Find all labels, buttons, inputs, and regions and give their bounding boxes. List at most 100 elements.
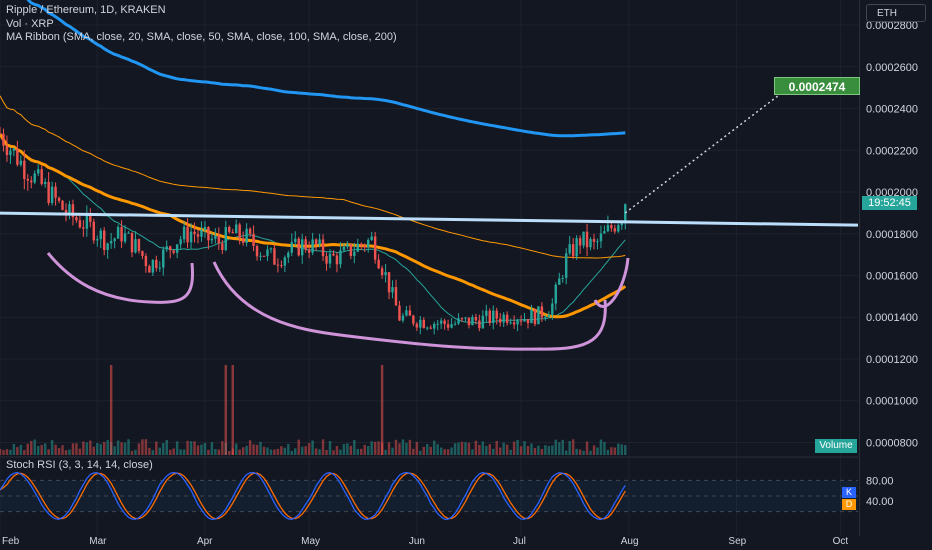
volume-bar <box>620 444 624 455</box>
volume-bar <box>432 440 436 455</box>
volume-bar <box>221 441 224 455</box>
candle-body <box>207 227 210 241</box>
ma200-line <box>26 0 626 138</box>
candle-body <box>47 182 50 204</box>
volume-bar <box>273 449 276 455</box>
candle-body <box>596 241 599 243</box>
candle-body <box>252 233 255 247</box>
volume-bar <box>582 450 585 455</box>
projection-line <box>624 92 783 214</box>
candle-body <box>370 236 373 241</box>
time-tick-label: Oct <box>832 536 849 547</box>
candle-body <box>75 217 78 221</box>
candle-body <box>224 227 228 250</box>
candle-body <box>429 327 432 329</box>
candle-body <box>613 228 617 232</box>
candle-body <box>554 284 558 304</box>
price-tick-label: 0.0002800 <box>866 20 918 32</box>
candle-body <box>571 244 575 257</box>
candle-body <box>307 249 311 253</box>
volume-bar <box>478 444 481 455</box>
candle-body <box>530 309 533 324</box>
candle-body <box>71 204 75 218</box>
candle-body <box>85 214 89 229</box>
candle-body <box>193 231 196 235</box>
volume-bar <box>113 446 116 455</box>
volume-bar <box>200 444 203 455</box>
candle-body <box>290 242 294 253</box>
volume-bar <box>307 443 311 455</box>
candle-body <box>172 250 175 253</box>
candle-body <box>412 315 415 324</box>
volume-bar <box>481 441 485 455</box>
volume-bar <box>526 445 530 455</box>
volume-bar <box>502 442 505 455</box>
candle-body <box>228 227 231 232</box>
candle-body <box>349 244 353 256</box>
candle-body <box>57 197 61 201</box>
volume-bar <box>68 449 71 455</box>
volume-bar <box>16 447 19 455</box>
candle-body <box>64 209 68 215</box>
candle-body <box>273 248 276 265</box>
volume-bar <box>346 443 349 455</box>
candle-body <box>19 160 23 165</box>
candle-body <box>394 287 398 306</box>
volume-bar <box>186 440 189 455</box>
candle-body <box>40 169 43 185</box>
annotations <box>0 92 859 351</box>
candle-body <box>134 239 137 253</box>
price-tick-label: 0.0002600 <box>866 62 918 74</box>
candle-body <box>144 255 148 267</box>
candle-body <box>158 267 162 269</box>
volume-bar <box>294 448 297 455</box>
candle-body <box>9 150 12 156</box>
candle-body <box>314 239 318 245</box>
volume-bar <box>544 445 547 455</box>
candle-body <box>533 309 537 325</box>
candle-body <box>405 310 408 316</box>
volume-bar <box>189 441 193 455</box>
candle-body <box>592 239 596 242</box>
price-tick-label: 0.0001400 <box>866 312 918 324</box>
candle-body <box>276 264 280 266</box>
volume-bar <box>592 445 596 455</box>
volume-bar <box>561 439 564 455</box>
volume-bar <box>217 449 221 455</box>
rsi-tick-label: 80.00 <box>866 475 894 487</box>
volume-bar <box>311 440 314 455</box>
volume-bar <box>443 449 446 455</box>
candle-body <box>478 320 481 329</box>
currency-button[interactable]: ETH <box>866 4 926 22</box>
candle-body <box>238 224 241 239</box>
candle-body <box>165 246 168 250</box>
candle-body <box>599 233 603 242</box>
candle-body <box>196 234 200 237</box>
volume-bar <box>377 441 380 455</box>
volume-bar <box>523 441 526 455</box>
candle-body <box>106 243 109 250</box>
candle-body <box>415 323 419 328</box>
candle-body <box>162 249 165 268</box>
volume-bar <box>193 441 196 455</box>
volume-bar <box>47 449 50 455</box>
candle-body <box>537 306 540 325</box>
candle-body <box>155 259 158 269</box>
volume-bar <box>179 449 182 455</box>
volume-bar <box>287 443 290 455</box>
candle-body <box>342 246 346 251</box>
candle-body <box>168 246 172 251</box>
time-tick-label: Aug <box>620 536 639 547</box>
volume-bar <box>214 449 217 455</box>
volume-bar <box>373 441 377 455</box>
volume-bar <box>158 447 162 455</box>
volume-bar <box>162 443 165 455</box>
price-axis[interactable] <box>859 0 932 536</box>
volume-bar <box>558 442 561 455</box>
candle-body <box>269 248 273 250</box>
candle-body <box>304 239 307 250</box>
stoch-rsi-pane: 80.00 40.00 <box>0 456 894 521</box>
volume-bar <box>127 439 130 455</box>
candle-body <box>540 306 544 318</box>
